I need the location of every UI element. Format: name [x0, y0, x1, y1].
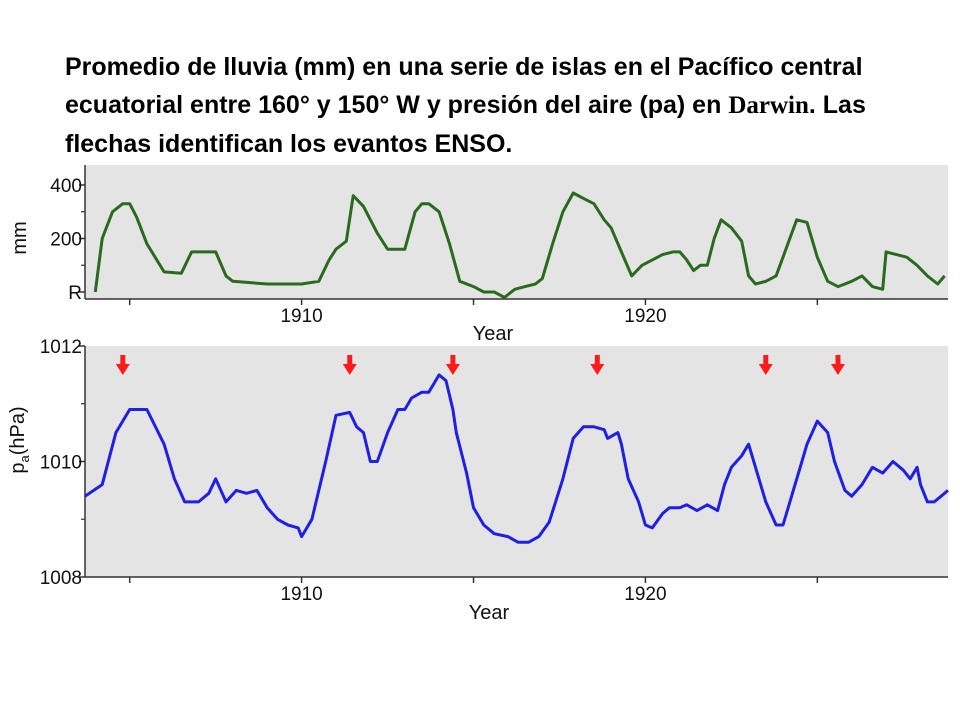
pressure-panel: 1012 1010 1008 1910 1920 pa(hPa) Year: [7, 337, 949, 624]
pressure-y-axis-title-sub: a: [17, 455, 32, 463]
y-tick-label: R: [68, 283, 82, 304]
y-tick-label: 1012: [40, 337, 82, 358]
enso-arrow: [445, 355, 460, 375]
y-tick-label: 1008: [40, 568, 82, 589]
y-tick-label: 200: [50, 230, 82, 251]
rainfall-x-axis-title: Year: [473, 323, 514, 345]
chart-caption: Promedio de lluvia (mm) en una serie de …: [65, 48, 935, 163]
pressure-y-axis-title-p: p: [7, 463, 29, 474]
enso-arrow: [590, 355, 605, 375]
caption-text-1: Promedio de lluvia (mm) en una serie de …: [65, 53, 863, 119]
x-tick-label: 1920: [624, 306, 666, 327]
x-tick-label: 1920: [624, 584, 666, 605]
enso-arrow: [830, 355, 845, 375]
pressure-plot-area: [85, 346, 948, 577]
rainfall-panel: 400 200 R 1910 1920 mm Year: [9, 165, 948, 345]
enso-arrow: [758, 355, 773, 375]
y-tick-label: 1010: [40, 453, 82, 474]
enso-arrow: [115, 355, 130, 375]
rainfall-series-line: [93, 191, 946, 299]
pressure-y-axis-title: pa(hPa): [7, 406, 32, 473]
pressure-x-axis-title: Year: [469, 602, 510, 624]
x-tick-label: 1910: [280, 584, 322, 605]
y-tick-label: 400: [50, 176, 82, 197]
pressure-y-axis-title-unit: (hPa): [7, 406, 29, 455]
caption-city: Darwin: [728, 92, 809, 119]
enso-arrow: [342, 355, 357, 375]
pressure-series-line: [84, 373, 949, 544]
rainfall-y-axis-title: mm: [9, 221, 31, 254]
x-tick-label: 1910: [280, 306, 322, 327]
rainfall-plot-area: [85, 165, 948, 299]
caption-text-2: . Las flechas identifican los evantos EN…: [65, 91, 866, 158]
